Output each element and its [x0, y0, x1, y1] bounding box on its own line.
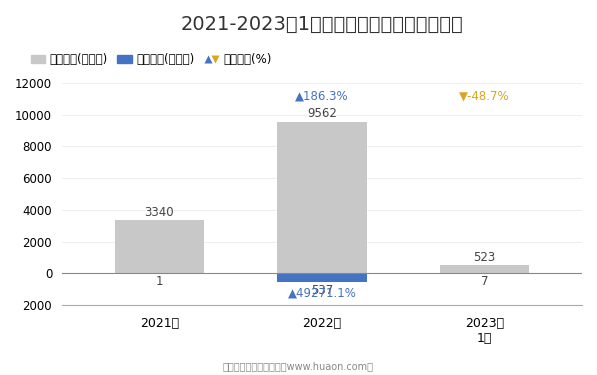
Bar: [277, 273, 367, 282]
Bar: [440, 265, 529, 273]
Text: 7: 7: [481, 275, 488, 288]
Bar: [115, 220, 204, 273]
Text: 3340: 3340: [144, 206, 174, 219]
Text: 9562: 9562: [307, 107, 337, 120]
Bar: [277, 122, 367, 273]
Legend: 出口总额(万美元), 进口总额(万美元), 同比增速(%): 出口总额(万美元), 进口总额(万美元), 同比增速(%): [26, 49, 276, 71]
Text: 制图：华经产业研究所（www.huaon.com）: 制图：华经产业研究所（www.huaon.com）: [223, 361, 374, 371]
Text: 1: 1: [156, 275, 163, 288]
Text: ▲49271.1%: ▲49271.1%: [288, 286, 356, 300]
Text: 523: 523: [473, 251, 496, 264]
Text: 537: 537: [311, 284, 333, 297]
Title: 2021-2023年1月梅州综合保税区进、出口额: 2021-2023年1月梅州综合保税区进、出口额: [180, 15, 463, 34]
Text: ▼-48.7%: ▼-48.7%: [459, 89, 510, 102]
Text: ▲186.3%: ▲186.3%: [295, 89, 349, 102]
